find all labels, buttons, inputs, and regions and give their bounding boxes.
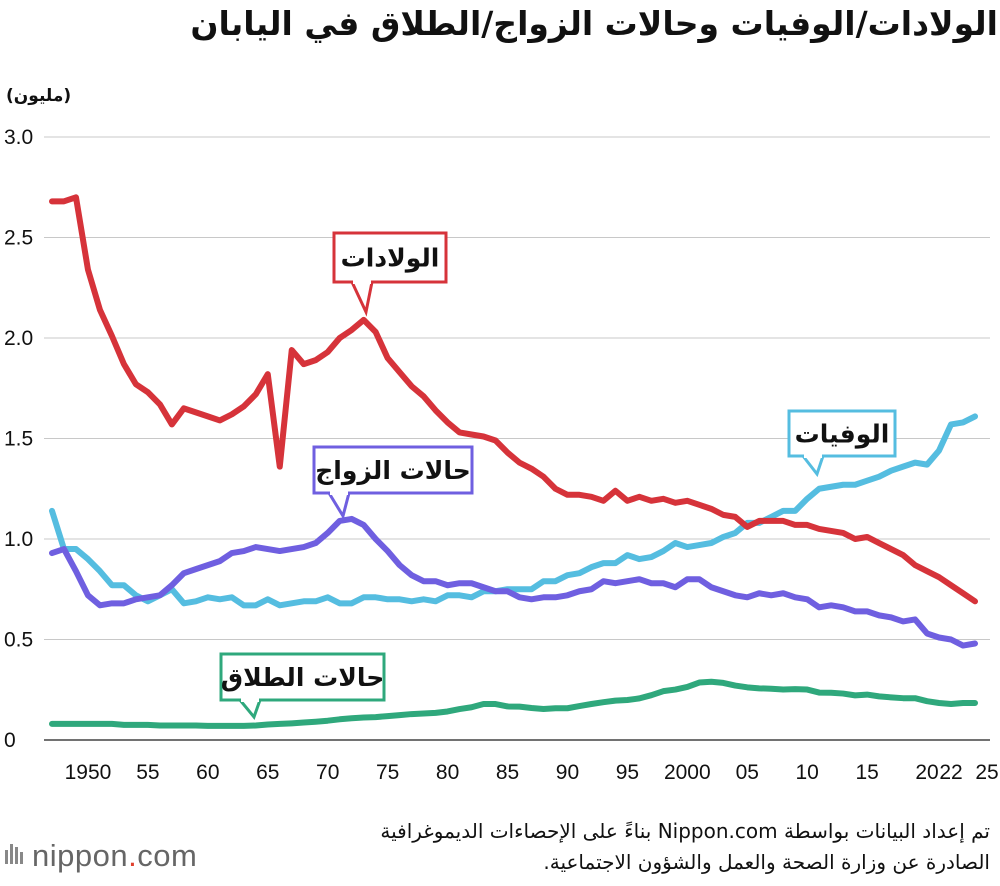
x-tick-label: 10 <box>796 761 819 784</box>
y-tick-label: 0 <box>4 729 16 752</box>
y-unit-label: (مليون) <box>6 86 72 106</box>
callout-label-divorces: حالات الطلاق <box>221 663 385 692</box>
y-tick-label: 2.5 <box>4 227 33 250</box>
chart-title: الولادات/الوفيات وحالات الزواج/الطلاق في… <box>190 4 998 43</box>
y-tick-label: 0.5 <box>4 629 33 652</box>
x-tick-label: 60 <box>196 761 219 784</box>
y-tick-labels: 0 0.5 1.0 1.5 2.0 2.5 3.0 <box>4 126 33 752</box>
x-tick-label: 22 <box>939 761 962 784</box>
callout-deaths: الوفيات <box>787 409 897 478</box>
nippon-logo: nippon.com <box>4 838 197 874</box>
source-line-1: تم إعداد البيانات بواسطة Nippon.com بناء… <box>380 819 990 843</box>
callout-box <box>787 409 897 458</box>
callout-divorces: حالات الطلاق <box>219 652 386 721</box>
source-note: تم إعداد البيانات بواسطة Nippon.com بناء… <box>250 816 990 878</box>
series-lines <box>49 194 979 729</box>
logo-dot: . <box>128 838 138 873</box>
callout-births: الولادات <box>332 231 448 317</box>
series-line-divorces <box>49 678 979 729</box>
logo-text: nippon <box>32 838 129 873</box>
series-line-deaths <box>49 413 979 609</box>
x-tick-label: 20 <box>915 761 938 784</box>
source-line-2: الصادرة عن وزارة الصحة والعمل والشؤون ال… <box>543 850 990 874</box>
logo-suffix: com <box>137 838 198 873</box>
callout-box <box>332 231 448 284</box>
x-tick-label: 90 <box>556 761 579 784</box>
series-line-marriages <box>49 515 979 649</box>
x-tick-label: 85 <box>496 761 519 784</box>
x-tick-label: 05 <box>736 761 759 784</box>
y-tick-label: 2.0 <box>4 327 33 350</box>
x-tick-labels: 1950 55 60 65 70 75 80 85 90 95 2000 05 10 15 20 22 25 <box>65 761 999 784</box>
x-tick-label: 75 <box>376 761 399 784</box>
x-tick-label: 25 <box>975 761 998 784</box>
y-tick-label: 1.0 <box>4 528 33 551</box>
callout-label-deaths: الوفيات <box>795 420 890 450</box>
callout-box <box>219 652 386 702</box>
x-tick-label: 95 <box>616 761 639 784</box>
x-tick-label: 55 <box>136 761 159 784</box>
x-tick-label: 70 <box>316 761 339 784</box>
callout-box <box>312 445 474 495</box>
x-tick-label: 1950 <box>65 761 112 784</box>
x-tick-label: 65 <box>256 761 279 784</box>
y-tick-label: 1.5 <box>4 428 33 451</box>
callout-label-marriages: حالات الزواج <box>315 456 470 486</box>
x-tick-label: 15 <box>855 761 878 784</box>
x-tick-label: 2000 <box>664 761 711 784</box>
callout-label-births: الولادات <box>341 244 440 274</box>
y-tick-label: 3.0 <box>4 126 33 149</box>
callouts: الولادات الوفيات حالات الزواج حالات الطلاق <box>219 231 897 721</box>
callout-marriages: حالات الزواج <box>312 445 474 520</box>
nippon-mark-icon <box>5 844 23 864</box>
series-line-births <box>49 194 979 605</box>
x-tick-label: 80 <box>436 761 459 784</box>
